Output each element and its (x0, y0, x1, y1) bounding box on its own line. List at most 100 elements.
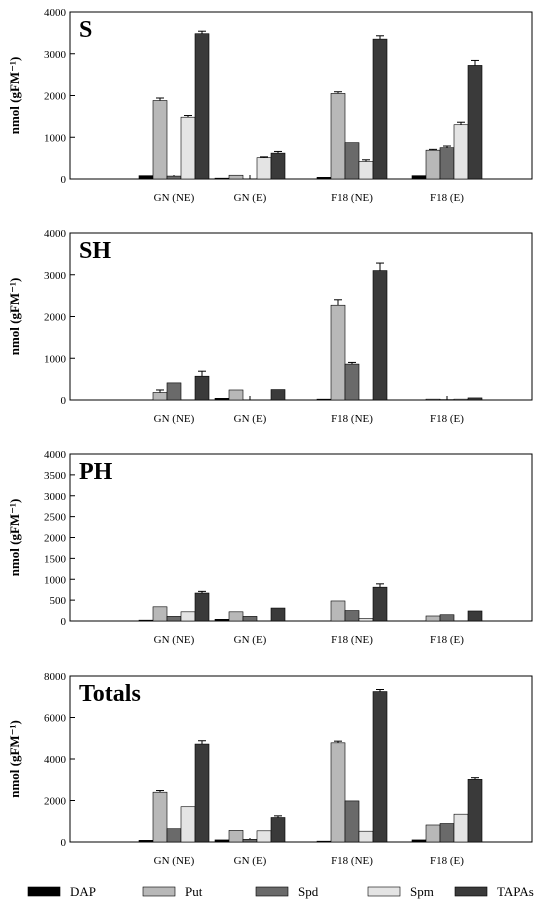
y-tick-label: 500 (50, 595, 67, 607)
y-tick-label: 0 (61, 837, 67, 849)
bar-tapas (271, 608, 285, 621)
bar-tapas (195, 34, 209, 179)
bar-spm (454, 814, 468, 842)
bar-put (426, 399, 440, 400)
bar-put (331, 601, 345, 621)
bar-put (153, 392, 167, 400)
y-tick-label: 4000 (44, 449, 67, 461)
bar-dap (412, 176, 426, 179)
bar-put (153, 607, 167, 621)
bar-tapas (468, 65, 482, 179)
bar-tapas (195, 593, 209, 621)
bar-dap (215, 840, 229, 842)
bar-put (153, 101, 167, 179)
bar-tapas (195, 744, 209, 842)
y-tick-label: 4000 (44, 228, 67, 240)
bar-spd (440, 615, 454, 621)
x-tick-label: GN (NE) (154, 192, 195, 204)
bar-dap (139, 840, 153, 842)
bar-tapas (468, 611, 482, 621)
legend-label: DAP (70, 884, 96, 899)
bar-put (229, 830, 243, 842)
x-tick-label: GN (NE) (154, 634, 195, 646)
y-tick-label: 1000 (44, 574, 67, 586)
x-tick-label: GN (NE) (154, 855, 195, 867)
bar-spd (243, 616, 257, 621)
bar-tapas (468, 398, 482, 400)
bar-spd (345, 364, 359, 400)
bar-tapas (271, 818, 285, 842)
bar-dap (139, 176, 153, 179)
x-tick-label: F18 (E) (430, 855, 464, 867)
bar-spd (440, 824, 454, 842)
bar-spm (181, 117, 195, 179)
x-tick-label: F18 (E) (430, 413, 464, 425)
x-tick-label: F18 (NE) (331, 855, 373, 867)
y-tick-label: 1500 (44, 553, 67, 565)
bar-put (331, 305, 345, 400)
bar-put (426, 150, 440, 179)
bar-spm (181, 807, 195, 842)
bar-spd (345, 143, 359, 179)
panel-title: Totals (79, 681, 141, 707)
bar-spm (359, 161, 373, 179)
y-axis-label: nmol (gFM⁻¹) (7, 278, 22, 356)
y-tick-label: 2000 (44, 91, 67, 103)
bar-spd (167, 176, 181, 179)
x-tick-label: F18 (E) (430, 192, 464, 204)
y-tick-label: 2000 (44, 312, 67, 324)
x-tick-label: F18 (NE) (331, 192, 373, 204)
x-tick-label: F18 (NE) (331, 413, 373, 425)
x-tick-label: GN (E) (234, 192, 267, 204)
bar-dap (139, 620, 153, 621)
y-tick-label: 8000 (44, 671, 67, 683)
y-tick-label: 1000 (44, 353, 67, 365)
bar-put (331, 93, 345, 179)
bar-spm (454, 125, 468, 179)
panel-title: SH (79, 238, 111, 264)
y-axis-label: nmol (gFM⁻¹) (7, 57, 22, 135)
y-tick-label: 3000 (44, 491, 67, 503)
bar-put (229, 390, 243, 400)
bar-spd (167, 616, 181, 621)
bar-spd (345, 611, 359, 621)
x-tick-label: GN (E) (234, 413, 267, 425)
bar-put (153, 792, 167, 842)
legend-label: Spm (410, 884, 434, 899)
legend-swatch-tapas (455, 887, 487, 896)
bar-put (426, 825, 440, 842)
bar-tapas (373, 587, 387, 621)
y-tick-label: 0 (61, 616, 67, 628)
bar-tapas (271, 390, 285, 400)
y-tick-label: 0 (61, 174, 67, 186)
bar-tapas (468, 779, 482, 842)
x-tick-label: GN (E) (234, 634, 267, 646)
bar-spd (243, 839, 257, 842)
plot-frame (70, 233, 532, 400)
bar-dap (412, 840, 426, 842)
bar-spd (440, 148, 454, 179)
y-tick-label: 0 (61, 395, 67, 407)
legend-swatch-spd (256, 887, 288, 896)
y-tick-label: 1000 (44, 132, 67, 144)
bar-dap (215, 178, 229, 179)
legend-label: TAPAs (497, 884, 534, 899)
y-tick-label: 4000 (44, 754, 67, 766)
bar-dap (317, 177, 331, 179)
bar-tapas (195, 376, 209, 400)
bar-tapas (373, 692, 387, 842)
y-tick-label: 3000 (44, 270, 67, 282)
bar-put (331, 743, 345, 842)
bar-spm (359, 831, 373, 842)
y-tick-label: 2000 (44, 533, 67, 545)
legend-label: Spd (298, 884, 319, 899)
y-tick-label: 3000 (44, 49, 67, 61)
bar-dap (215, 619, 229, 621)
